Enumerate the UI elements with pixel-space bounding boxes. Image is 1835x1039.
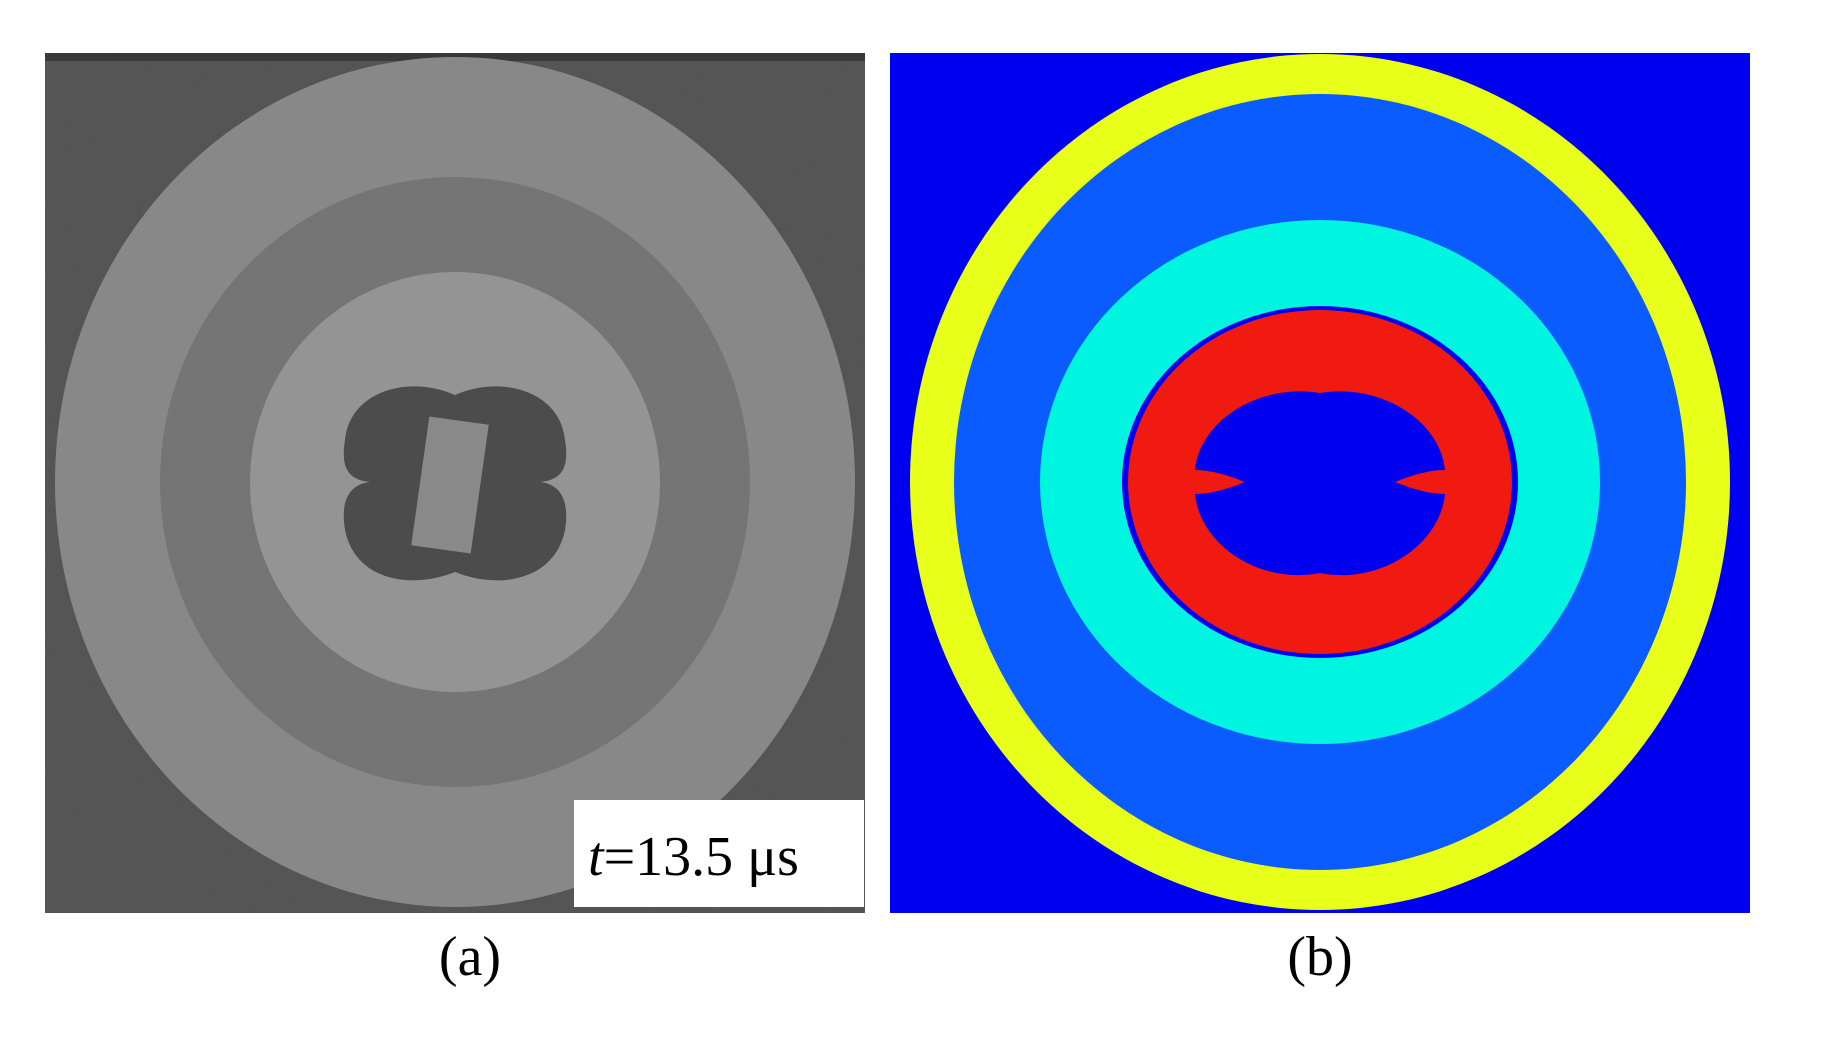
annotation-box (574, 800, 864, 907)
panel-label: (a) (439, 926, 501, 988)
panel-label: (b) (1287, 926, 1352, 988)
time-value: =13.5 μs (604, 826, 799, 888)
time-variable: t (588, 826, 605, 888)
photo-grain (45, 53, 865, 913)
panel-a: t=13.5 μs (45, 53, 865, 913)
time-annotation: t=13.5 μs (588, 826, 799, 888)
panel-b (890, 53, 1750, 913)
inner-void (1195, 391, 1445, 576)
